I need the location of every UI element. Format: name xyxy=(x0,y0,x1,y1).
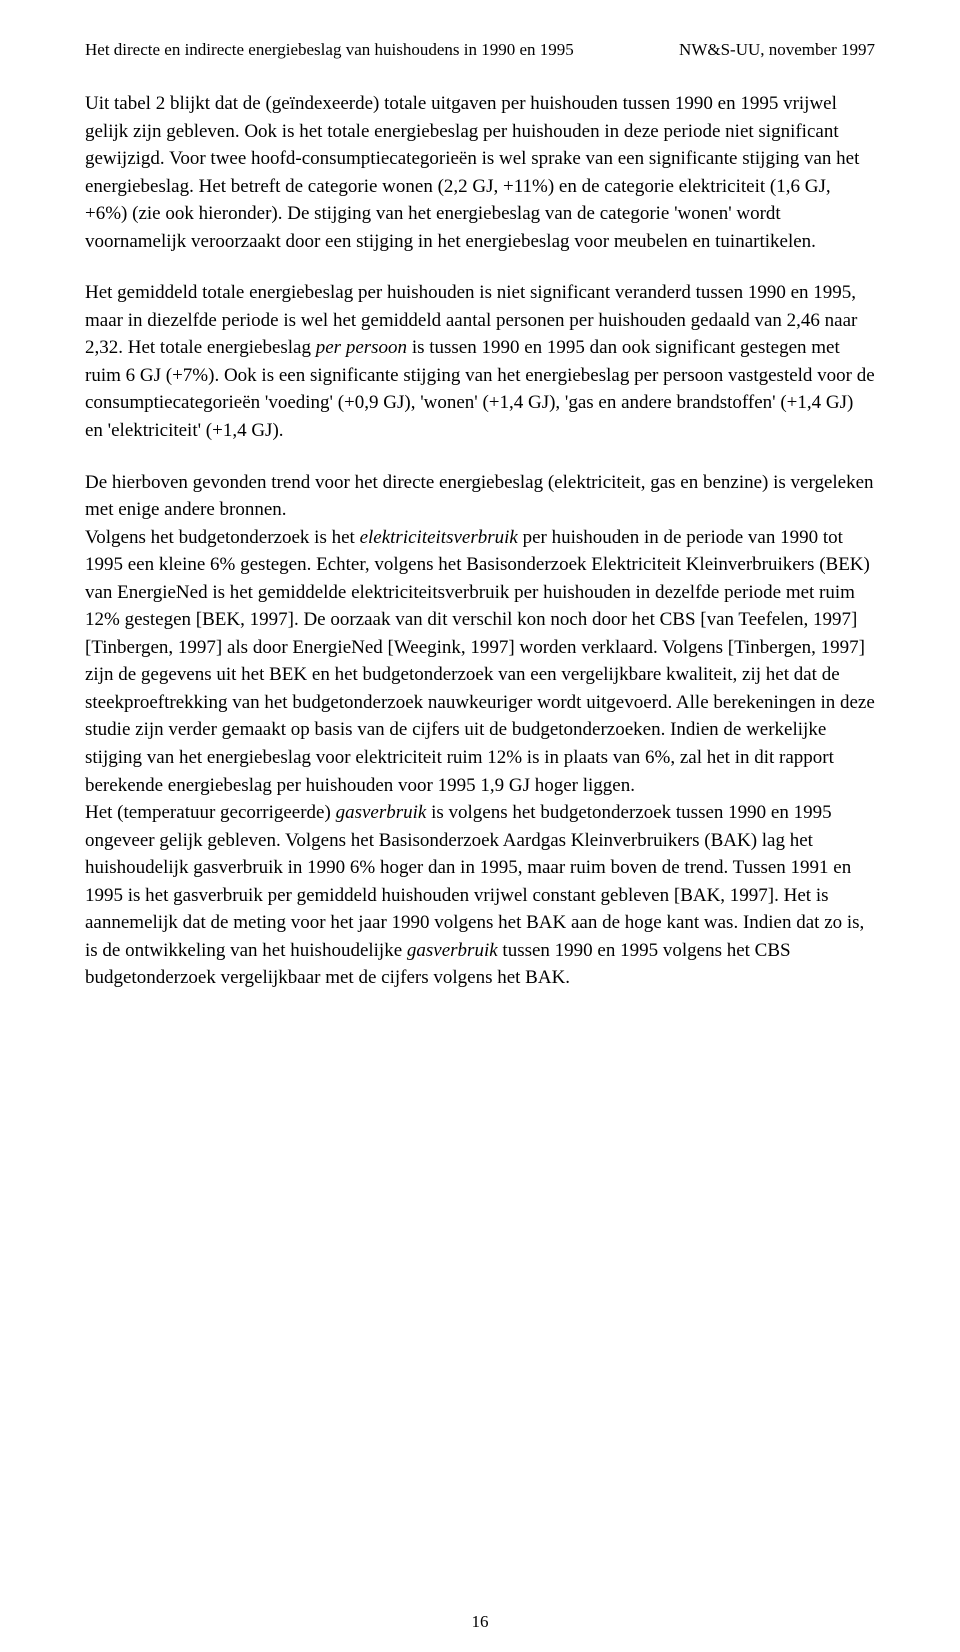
text-run: per huishouden in de periode van 1990 to… xyxy=(85,527,875,796)
page-header: Het directe en indirecte energiebeslag v… xyxy=(85,40,875,60)
header-title: Het directe en indirecte energiebeslag v… xyxy=(85,40,574,60)
text-run: Het (temperatuur gecorrigeerde) xyxy=(85,802,336,823)
page-number: 16 xyxy=(0,1612,960,1632)
paragraph-3: De hierboven gevonden trend voor het dir… xyxy=(85,469,875,992)
italic-run: gasverbruik xyxy=(336,802,427,823)
header-meta: NW&S-UU, november 1997 xyxy=(679,40,875,60)
italic-run: per persoon xyxy=(316,337,407,358)
paragraph-1: Uit tabel 2 blijkt dat de (geïndexeerde)… xyxy=(85,90,875,255)
text-run: De hierboven gevonden trend voor het dir… xyxy=(85,472,874,521)
text-run: Volgens het budgetonderzoek is het xyxy=(85,527,360,548)
document-page: Het directe en indirecte energiebeslag v… xyxy=(0,0,960,1652)
paragraph-2: Het gemiddeld totale energiebeslag per h… xyxy=(85,279,875,444)
italic-run: gasverbruik xyxy=(407,940,498,961)
body-text: Uit tabel 2 blijkt dat de (geïndexeerde)… xyxy=(85,90,875,992)
text-run: is volgens het budgetonderzoek tussen 19… xyxy=(85,802,864,961)
text-run: Uit tabel 2 blijkt dat de (geïndexeerde)… xyxy=(85,93,859,252)
italic-run: elektriciteitsverbruik xyxy=(360,527,518,548)
